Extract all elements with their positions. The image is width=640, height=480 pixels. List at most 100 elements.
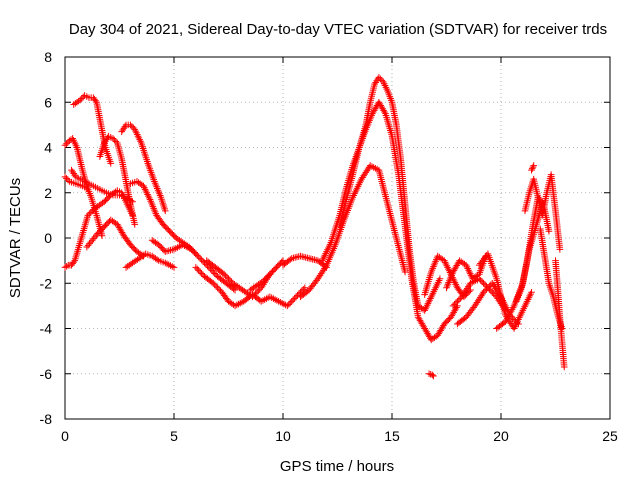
data-point-marker xyxy=(153,256,161,263)
data-point-marker xyxy=(401,268,409,276)
data-point-marker xyxy=(134,132,142,140)
data-point-marker xyxy=(86,210,93,218)
data-point-marker xyxy=(215,285,223,293)
series-arc27 xyxy=(521,171,564,253)
data-point-marker xyxy=(460,290,468,297)
data-point-marker xyxy=(286,299,294,307)
data-point-marker xyxy=(128,123,136,130)
data-point-marker xyxy=(78,95,86,102)
data-point-marker xyxy=(136,136,143,143)
data-point-marker xyxy=(127,121,134,129)
data-point-marker xyxy=(211,281,218,289)
y-tick-label: -4 xyxy=(40,321,53,337)
data-point-marker xyxy=(83,243,91,251)
data-point-marker xyxy=(463,285,471,292)
data-point-marker xyxy=(198,256,205,264)
data-point-marker xyxy=(488,279,496,287)
data-point-marker xyxy=(119,126,127,134)
data-point-marker xyxy=(223,273,231,281)
data-point-marker xyxy=(490,281,497,289)
data-point-marker xyxy=(144,191,151,198)
series-arc11 xyxy=(148,236,239,294)
data-point-marker xyxy=(71,171,79,179)
data-point-marker xyxy=(253,289,261,296)
data-point-marker xyxy=(375,74,383,81)
data-point-marker xyxy=(465,266,472,274)
data-point-marker xyxy=(478,278,486,286)
data-point-marker xyxy=(193,265,201,273)
y-tick-label: -2 xyxy=(40,275,53,291)
y-tick-label: 2 xyxy=(44,185,52,201)
data-point-marker xyxy=(528,289,535,296)
data-point-marker xyxy=(121,123,129,130)
data-point-marker xyxy=(84,212,92,219)
data-point-marker xyxy=(480,279,487,287)
data-point-marker xyxy=(98,232,106,240)
data-point-marker xyxy=(454,298,461,305)
data-point-marker xyxy=(451,301,458,308)
data-point-marker xyxy=(133,129,140,137)
data-point-marker xyxy=(466,268,473,276)
data-point-marker xyxy=(545,227,553,235)
series-arc21 xyxy=(443,252,490,292)
data-point-marker xyxy=(441,259,449,266)
data-point-marker xyxy=(445,265,452,273)
data-point-marker xyxy=(465,283,472,290)
data-point-marker xyxy=(226,276,234,284)
data-point-marker xyxy=(104,134,111,142)
data-point-marker xyxy=(483,285,490,293)
data-point-marker xyxy=(92,97,99,105)
data-point-marker xyxy=(427,295,434,302)
data-point-marker xyxy=(458,293,466,301)
data-point-marker xyxy=(429,371,436,379)
y-tick-label: 8 xyxy=(44,49,52,65)
data-point-marker xyxy=(449,302,457,310)
data-point-marker xyxy=(320,266,327,274)
data-point-marker xyxy=(220,270,228,278)
data-point-marker xyxy=(284,302,291,310)
data-point-marker xyxy=(478,292,485,299)
data-point-marker xyxy=(476,294,484,301)
data-point-marker xyxy=(487,287,495,295)
data-point-marker xyxy=(193,252,201,259)
data-point-marker xyxy=(291,295,298,302)
y-tick-label: -6 xyxy=(40,366,53,382)
data-point-marker xyxy=(142,187,150,195)
data-point-marker xyxy=(212,282,220,290)
series-arc16 xyxy=(279,252,330,271)
data-point-marker xyxy=(140,182,147,190)
y-tick-label: -8 xyxy=(40,411,53,427)
data-point-marker xyxy=(318,268,326,276)
series-arc15 xyxy=(247,257,287,294)
data-point-marker xyxy=(70,258,78,266)
data-point-marker xyxy=(427,371,434,378)
data-point-marker xyxy=(64,176,72,184)
data-point-marker xyxy=(360,172,367,180)
data-point-marker xyxy=(474,297,482,305)
data-point-marker xyxy=(463,263,471,271)
x-tick-label: 5 xyxy=(170,428,178,444)
data-point-marker xyxy=(68,166,75,174)
data-point-marker xyxy=(289,296,297,304)
data-point-marker xyxy=(455,296,463,304)
data-point-marker xyxy=(196,268,204,276)
data-point-marker xyxy=(358,175,365,183)
data-point-marker xyxy=(459,291,467,299)
data-point-marker xyxy=(560,363,568,371)
data-point-marker xyxy=(100,139,108,147)
data-point-marker xyxy=(230,285,237,293)
data-point-marker xyxy=(286,256,294,263)
data-point-marker xyxy=(362,169,370,176)
data-point-marker xyxy=(443,262,451,270)
data-point-marker xyxy=(475,275,483,283)
data-point-marker xyxy=(363,167,371,174)
data-point-marker xyxy=(372,79,379,86)
data-point-marker xyxy=(189,247,197,255)
data-point-marker xyxy=(422,305,429,313)
data-point-marker xyxy=(188,246,195,253)
data-point-marker xyxy=(288,298,296,305)
data-point-marker xyxy=(61,141,69,149)
data-point-marker xyxy=(477,276,484,284)
